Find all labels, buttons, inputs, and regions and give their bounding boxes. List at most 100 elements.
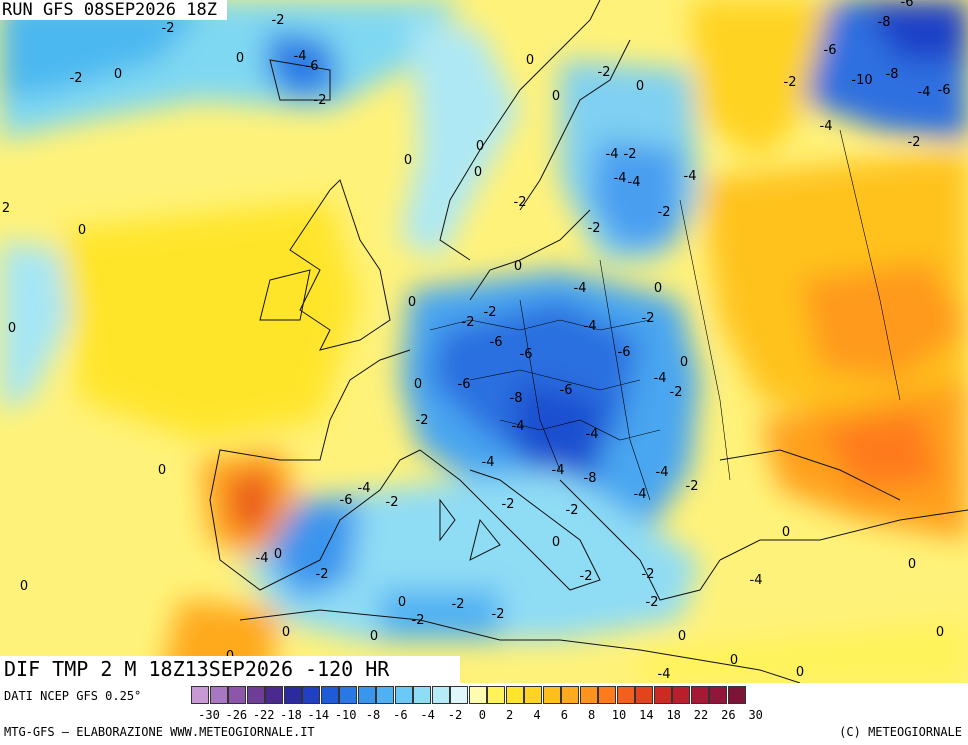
isoline-value-label: 0 bbox=[158, 463, 166, 478]
legend-tick-label: -4 bbox=[420, 708, 435, 722]
isoline-value-label: -4 bbox=[586, 427, 599, 442]
isoline-value-label: -2 bbox=[624, 147, 637, 162]
legend-swatch bbox=[394, 686, 413, 704]
isoline-value-label: 0 bbox=[678, 629, 686, 644]
legend-swatch bbox=[579, 686, 598, 704]
isoline-value-label: -6 bbox=[520, 347, 533, 362]
isoline-value-label: -6 bbox=[618, 345, 631, 360]
isoline-value-label: 0 bbox=[414, 377, 422, 392]
isoline-value-label: -2 bbox=[646, 595, 659, 610]
isoline-value-label: -2 bbox=[686, 479, 699, 494]
legend-tick-label: -2 bbox=[447, 708, 463, 722]
isoline-value-label: 0 bbox=[8, 321, 16, 336]
isoline-value-label: -6 bbox=[490, 335, 503, 350]
isoline-value-label: -2 bbox=[514, 195, 527, 210]
legend-swatch bbox=[431, 686, 450, 704]
legend-tick-label: 8 bbox=[588, 708, 596, 722]
isoline-value-label: -6 bbox=[306, 59, 319, 74]
legend-tick-label: 18 bbox=[666, 708, 681, 722]
run-title: RUN GFS 08SEP2026 18Z bbox=[0, 0, 227, 20]
legend-tick-label: 2 bbox=[506, 708, 514, 722]
legend-swatch bbox=[228, 686, 246, 704]
isoline-value-label: -4 bbox=[820, 119, 833, 134]
isoline-value-label: -2 bbox=[580, 569, 593, 584]
isoline-value-label: 0 bbox=[236, 51, 244, 66]
isoline-value-label: 0 bbox=[526, 53, 534, 68]
isoline-value-label: -6 bbox=[340, 493, 353, 508]
isoline-value-label: -8 bbox=[878, 15, 891, 30]
legend-swatch bbox=[320, 686, 339, 704]
legend-tick-label: 22 bbox=[693, 708, 709, 722]
legend-swatch bbox=[709, 686, 727, 704]
legend-swatch bbox=[487, 686, 505, 704]
isoline-value-label: 0 bbox=[552, 89, 560, 104]
legend-swatch bbox=[450, 686, 468, 704]
legend-swatch bbox=[524, 686, 542, 704]
legend-swatch bbox=[209, 686, 228, 704]
legend-tick-label: -22 bbox=[252, 708, 275, 722]
isoline-value-label: 0 bbox=[114, 67, 122, 82]
map-title: DIF TMP 2 M 18Z13SEP2026 -120 HR bbox=[0, 656, 460, 683]
isoline-value-label: -2 bbox=[642, 567, 655, 582]
legend-swatch bbox=[635, 686, 653, 704]
legend-swatch bbox=[561, 686, 579, 704]
isoline-value-label: -4 bbox=[634, 487, 647, 502]
isoline-value-label: -2 bbox=[502, 497, 515, 512]
isoline-value-label: 0 bbox=[404, 153, 412, 168]
isoline-value-label: -4 bbox=[574, 281, 587, 296]
legend-swatch bbox=[283, 686, 302, 704]
isoline-value-label: -4 bbox=[684, 169, 697, 184]
isoline-value-label: 0 bbox=[78, 223, 86, 238]
legend-swatch bbox=[672, 686, 690, 704]
isoline-value-label: -6 bbox=[938, 83, 951, 98]
legend-tick-label: 4 bbox=[533, 708, 541, 722]
legend-tick-label: -10 bbox=[334, 708, 357, 722]
legend-tick-label: -18 bbox=[280, 708, 302, 722]
isoline-value-label: -4 bbox=[628, 175, 641, 190]
isoline-value-label: 0 bbox=[936, 625, 944, 640]
legend-swatch bbox=[302, 686, 320, 704]
data-source-label: DATI NCEP GFS 0.25° bbox=[4, 689, 142, 703]
isoline-value-label: 0 bbox=[476, 139, 484, 154]
isoline-value-label: -8 bbox=[886, 67, 899, 82]
isoline-value-label: -10 bbox=[851, 73, 872, 88]
isoline-value-label: -6 bbox=[560, 383, 573, 398]
isoline-value-label: 0 bbox=[514, 259, 522, 274]
isoline-value-label: 0 bbox=[370, 629, 378, 644]
isoline-value-label: 2 bbox=[2, 201, 10, 216]
isoline-value-label: 0 bbox=[680, 355, 688, 370]
legend-swatch bbox=[616, 686, 635, 704]
legend-swatch bbox=[598, 686, 616, 704]
isoline-value-label: 0 bbox=[782, 525, 790, 540]
legend-tick-label: 10 bbox=[611, 708, 627, 722]
isoline-value-label: -2 bbox=[492, 607, 505, 622]
isoline-value-label: -4 bbox=[584, 319, 597, 334]
isoline-value-label: -2 bbox=[908, 135, 921, 150]
isoline-value-label: -2 bbox=[642, 311, 655, 326]
isoline-value-label: 0 bbox=[408, 295, 416, 310]
isoline-value-label: 0 bbox=[474, 165, 482, 180]
isoline-value-label: -8 bbox=[510, 391, 523, 406]
isoline-value-label: -4 bbox=[512, 419, 525, 434]
isoline-value-label: -2 bbox=[484, 305, 497, 320]
legend-swatch bbox=[376, 686, 394, 704]
isoline-value-label: -4 bbox=[654, 371, 667, 386]
legend-swatch bbox=[653, 686, 672, 704]
legend-tick-label: -6 bbox=[393, 708, 408, 722]
isoline-value-label: -4 bbox=[606, 147, 619, 162]
isoline-value-label: -2 bbox=[598, 65, 611, 80]
isoline-value-label: -2 bbox=[566, 503, 579, 518]
isoline-value-label: 0 bbox=[20, 579, 28, 594]
isoline-value-label: -2 bbox=[416, 413, 429, 428]
isoline-value-label: -4 bbox=[552, 463, 565, 478]
isoline-value-label: -6 bbox=[824, 43, 837, 58]
isoline-value-label: 0 bbox=[636, 79, 644, 94]
legend-tick-label: 6 bbox=[560, 708, 568, 722]
isoline-value-label: -2 bbox=[162, 21, 175, 36]
isoline-value-label: -2 bbox=[452, 597, 465, 612]
copyright-label: (C) METEOGIORNALE bbox=[839, 725, 962, 739]
legend-swatch bbox=[191, 686, 209, 704]
isoline-value-label: -2 bbox=[658, 205, 671, 220]
footer: DATI NCEP GFS 0.25° -30 -26 -22 -18 -14 -10 -8… bbox=[0, 683, 968, 745]
